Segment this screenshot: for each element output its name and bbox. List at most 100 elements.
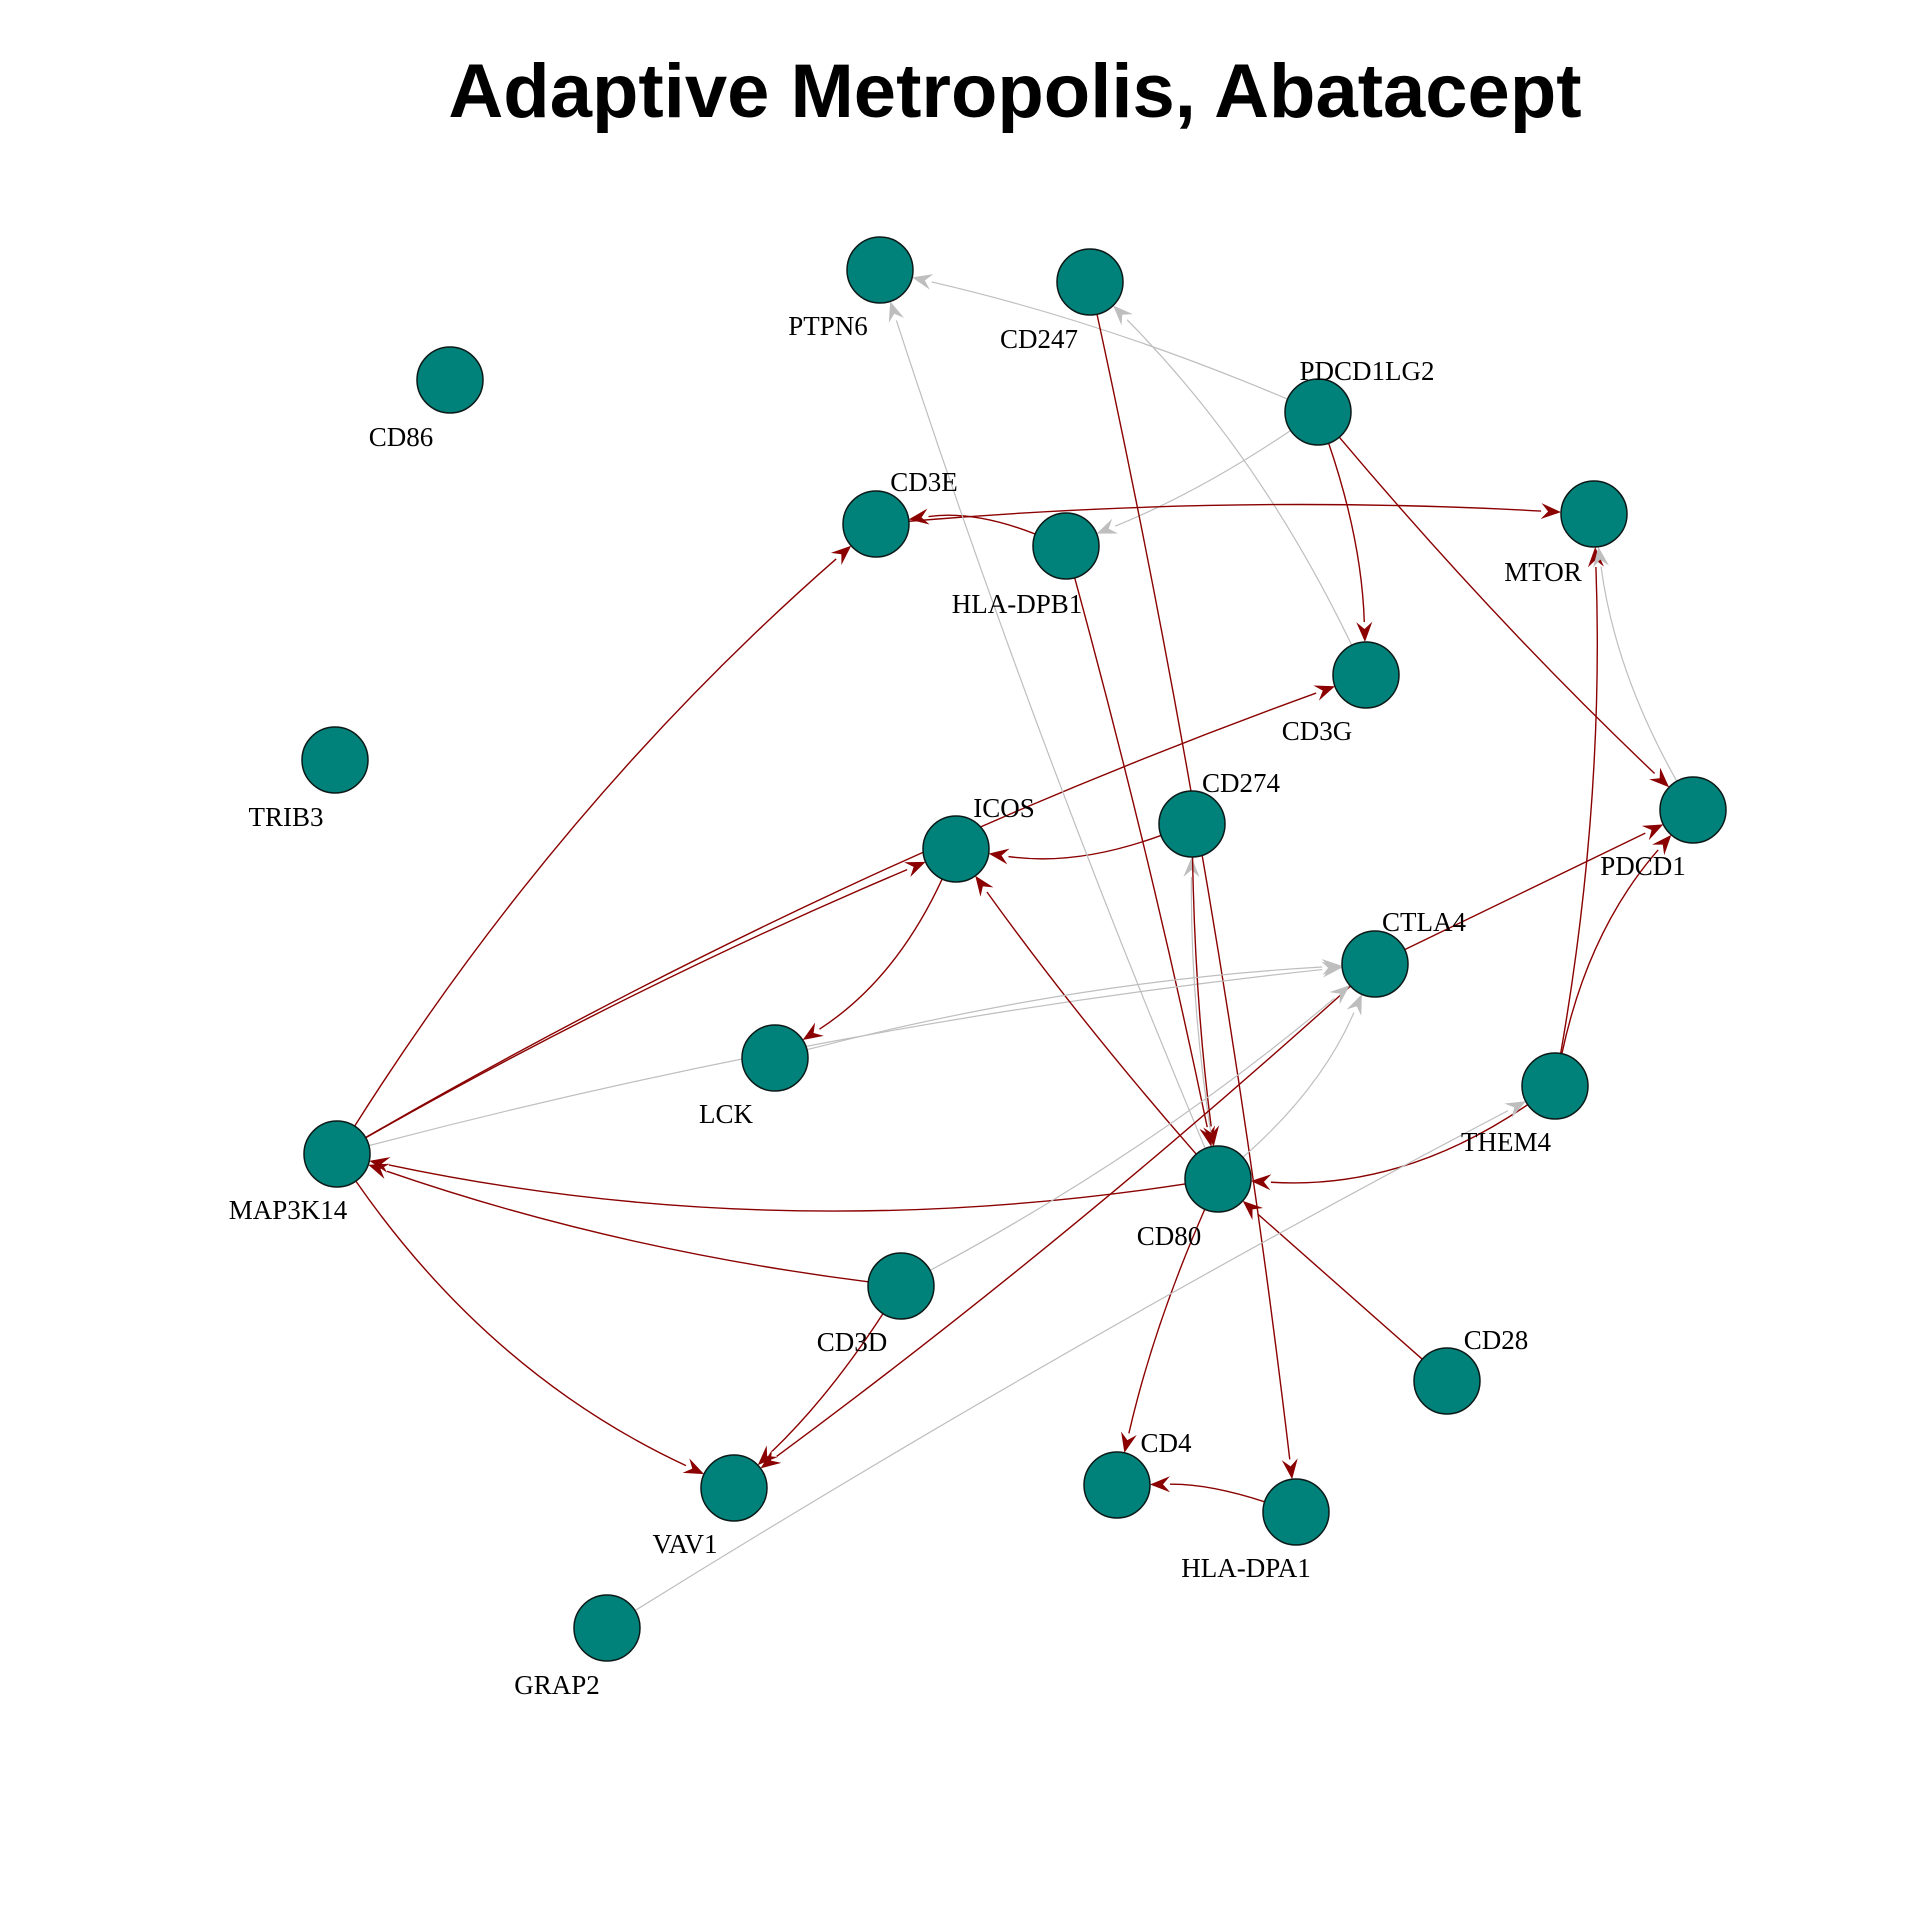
edge-CD3D-MAP3K14 xyxy=(386,1170,869,1283)
edge-CD80-ICOS xyxy=(986,891,1197,1155)
node-map3k14[interactable] xyxy=(303,1120,371,1188)
node-label-cd4: CD4 xyxy=(1140,1428,1192,1458)
edge-MAP3K14-VAV1 xyxy=(355,1180,687,1467)
node-hla-dpa1[interactable] xyxy=(1262,1478,1330,1546)
arrowhead-THEM4-PDCD1 xyxy=(1652,834,1672,856)
node-cd247[interactable] xyxy=(1056,248,1124,316)
node-cd3d[interactable] xyxy=(867,1252,935,1320)
edge-HLA-DPB1-CD80 xyxy=(1074,577,1208,1128)
node-label-cd274: CD274 xyxy=(1202,768,1281,798)
edge-CD80-CD4 xyxy=(1128,1208,1206,1434)
arrowhead-CD3D-MAP3K14 xyxy=(368,1163,390,1179)
node-label-lck: LCK xyxy=(699,1099,754,1129)
arrowhead-CTLA4-PDCD1 xyxy=(1641,824,1664,841)
arrowhead-CD80-ICOS xyxy=(975,875,994,897)
arrowhead-CD274-CD80 xyxy=(1203,1125,1220,1147)
edge-LCK-CTLA4 xyxy=(806,966,1323,1051)
edge-CD274-ICOS xyxy=(1008,834,1162,860)
arrowhead-CD3G-CD247 xyxy=(1113,305,1133,326)
node-label-cd247: CD247 xyxy=(1000,324,1078,354)
arrowhead-HLA-DPA1-CD4 xyxy=(1149,1476,1171,1493)
edge-ICOS-LCK xyxy=(819,878,943,1030)
arrowhead-CD80-CD4 xyxy=(1121,1431,1137,1453)
node-vav1[interactable] xyxy=(700,1454,768,1522)
node-label-vav1: VAV1 xyxy=(652,1529,717,1559)
node-them4[interactable] xyxy=(1521,1052,1589,1120)
arrowhead-MAP3K14-ICOS xyxy=(904,861,926,878)
node-grap2[interactable] xyxy=(573,1594,641,1662)
arrowhead-HLA-DPB1-CD3E xyxy=(908,508,930,525)
node-trib3[interactable] xyxy=(301,726,369,794)
node-pdcd1[interactable] xyxy=(1659,776,1727,844)
arrowhead-CD28-CD80 xyxy=(1242,1200,1264,1221)
edge-MAP3K14-ICOS xyxy=(365,868,908,1139)
node-cd28[interactable] xyxy=(1413,1347,1481,1415)
arrowhead-ICOS-LCK xyxy=(802,1022,824,1041)
node-cd3g[interactable] xyxy=(1332,641,1400,709)
edge-CD80-PTPN6 xyxy=(895,320,1206,1149)
chart-title: Adaptive Metropolis, Abatacept xyxy=(448,49,1582,134)
edge-HLA-DPB1-CD3E xyxy=(928,514,1036,535)
edge-CD3E-MTOR xyxy=(908,503,1542,522)
edge-CD28-CD80 xyxy=(1257,1213,1423,1360)
arrowhead-MAP3K14-CD3G xyxy=(1313,685,1335,701)
arrowhead-MAP3K14-VAV1 xyxy=(682,1458,705,1475)
arrowhead-PDCD1LG2-CD3G xyxy=(1356,621,1373,643)
arrowhead-CD3E-MTOR xyxy=(1540,503,1562,520)
node-lck[interactable] xyxy=(741,1024,809,1092)
node-label-cd3e: CD3E xyxy=(890,467,958,497)
node-label-pdcd1: PDCD1 xyxy=(1600,851,1686,881)
node-label-ctla4: CTLA4 xyxy=(1382,907,1466,937)
arrowhead-PDCD1LG2-PTPN6 xyxy=(912,274,934,290)
node-cd3e[interactable] xyxy=(842,490,910,558)
node-label-hla-dpb1: HLA-DPB1 xyxy=(952,589,1083,619)
edge-CD80-CTLA4 xyxy=(1242,1012,1355,1158)
edge-GRAP2-THEM4 xyxy=(634,1110,1509,1612)
arrowhead-CD80-CD274 xyxy=(1183,856,1200,878)
edge-PDCD1LG2-PTPN6 xyxy=(931,281,1288,400)
arrowhead-THEM4-CD80 xyxy=(1250,1174,1272,1191)
node-mtor[interactable] xyxy=(1560,480,1628,548)
node-label-cd80: CD80 xyxy=(1137,1221,1202,1251)
node-label-cd28: CD28 xyxy=(1464,1325,1529,1355)
arrowhead-CD80-PTPN6 xyxy=(888,301,905,323)
edge-CTLA4-PDCD1 xyxy=(1404,832,1646,951)
node-ptpn6[interactable] xyxy=(846,236,914,304)
arrowhead-PDCD1LG2-PDCD1 xyxy=(1649,767,1670,788)
edge-PDCD1LG2-HLA-DPB1 xyxy=(1114,429,1291,527)
node-label-trib3: TRIB3 xyxy=(248,802,323,832)
edge-PDCD1-MTOR xyxy=(1600,566,1678,782)
node-label-map3k14: MAP3K14 xyxy=(229,1195,348,1225)
node-label-mtor: MTOR xyxy=(1504,557,1582,587)
arrowhead-GRAP2-THEM4 xyxy=(1504,1101,1526,1118)
arrowhead-MAP3K14-CD3E xyxy=(830,545,852,565)
edge-PDCD1LG2-PDCD1 xyxy=(1338,436,1656,774)
node-icos[interactable] xyxy=(922,815,990,883)
arrowhead-CD3D-VAV1 xyxy=(757,1445,778,1466)
node-label-cd86: CD86 xyxy=(369,422,434,452)
edge-CD3D-CTLA4 xyxy=(929,997,1335,1271)
node-label-pdcd1lg2: PDCD1LG2 xyxy=(1299,356,1434,386)
node-pdcd1lg2[interactable] xyxy=(1284,378,1352,446)
edge-THEM4-MTOR xyxy=(1559,566,1598,1054)
node-cd86[interactable] xyxy=(416,346,484,414)
edge-MAP3K14-CD3E xyxy=(354,558,837,1127)
node-cd4[interactable] xyxy=(1083,1451,1151,1519)
edge-CD3G-CD247 xyxy=(1126,319,1353,646)
node-label-cd3d: CD3D xyxy=(817,1327,888,1357)
edge-CD80-CD274 xyxy=(1190,876,1214,1147)
arrowhead-CD247-HLA-DPA1 xyxy=(1281,1458,1298,1480)
nodes-layer: PTPN6 CD247 CD86 PDCD1LG2 CD3E HLA-DPB1 MTOR CD… xyxy=(229,236,1727,1700)
arrowhead-PDCD1-MTOR xyxy=(1593,546,1609,568)
edges-layer xyxy=(354,274,1678,1612)
node-hla-dpb1[interactable] xyxy=(1032,512,1100,580)
arrowhead-CD274-ICOS xyxy=(988,848,1010,865)
node-label-hla-dpa1: HLA-DPA1 xyxy=(1181,1553,1311,1583)
node-cd80[interactable] xyxy=(1184,1145,1252,1213)
node-label-grap2: GRAP2 xyxy=(514,1670,600,1700)
arrowhead-CD80-CTLA4 xyxy=(1346,994,1362,1016)
node-label-ptpn6: PTPN6 xyxy=(788,311,868,341)
arrowhead-PDCD1LG2-HLA-DPB1 xyxy=(1096,518,1119,534)
node-ctla4[interactable] xyxy=(1341,930,1409,998)
node-cd274[interactable] xyxy=(1158,790,1226,858)
